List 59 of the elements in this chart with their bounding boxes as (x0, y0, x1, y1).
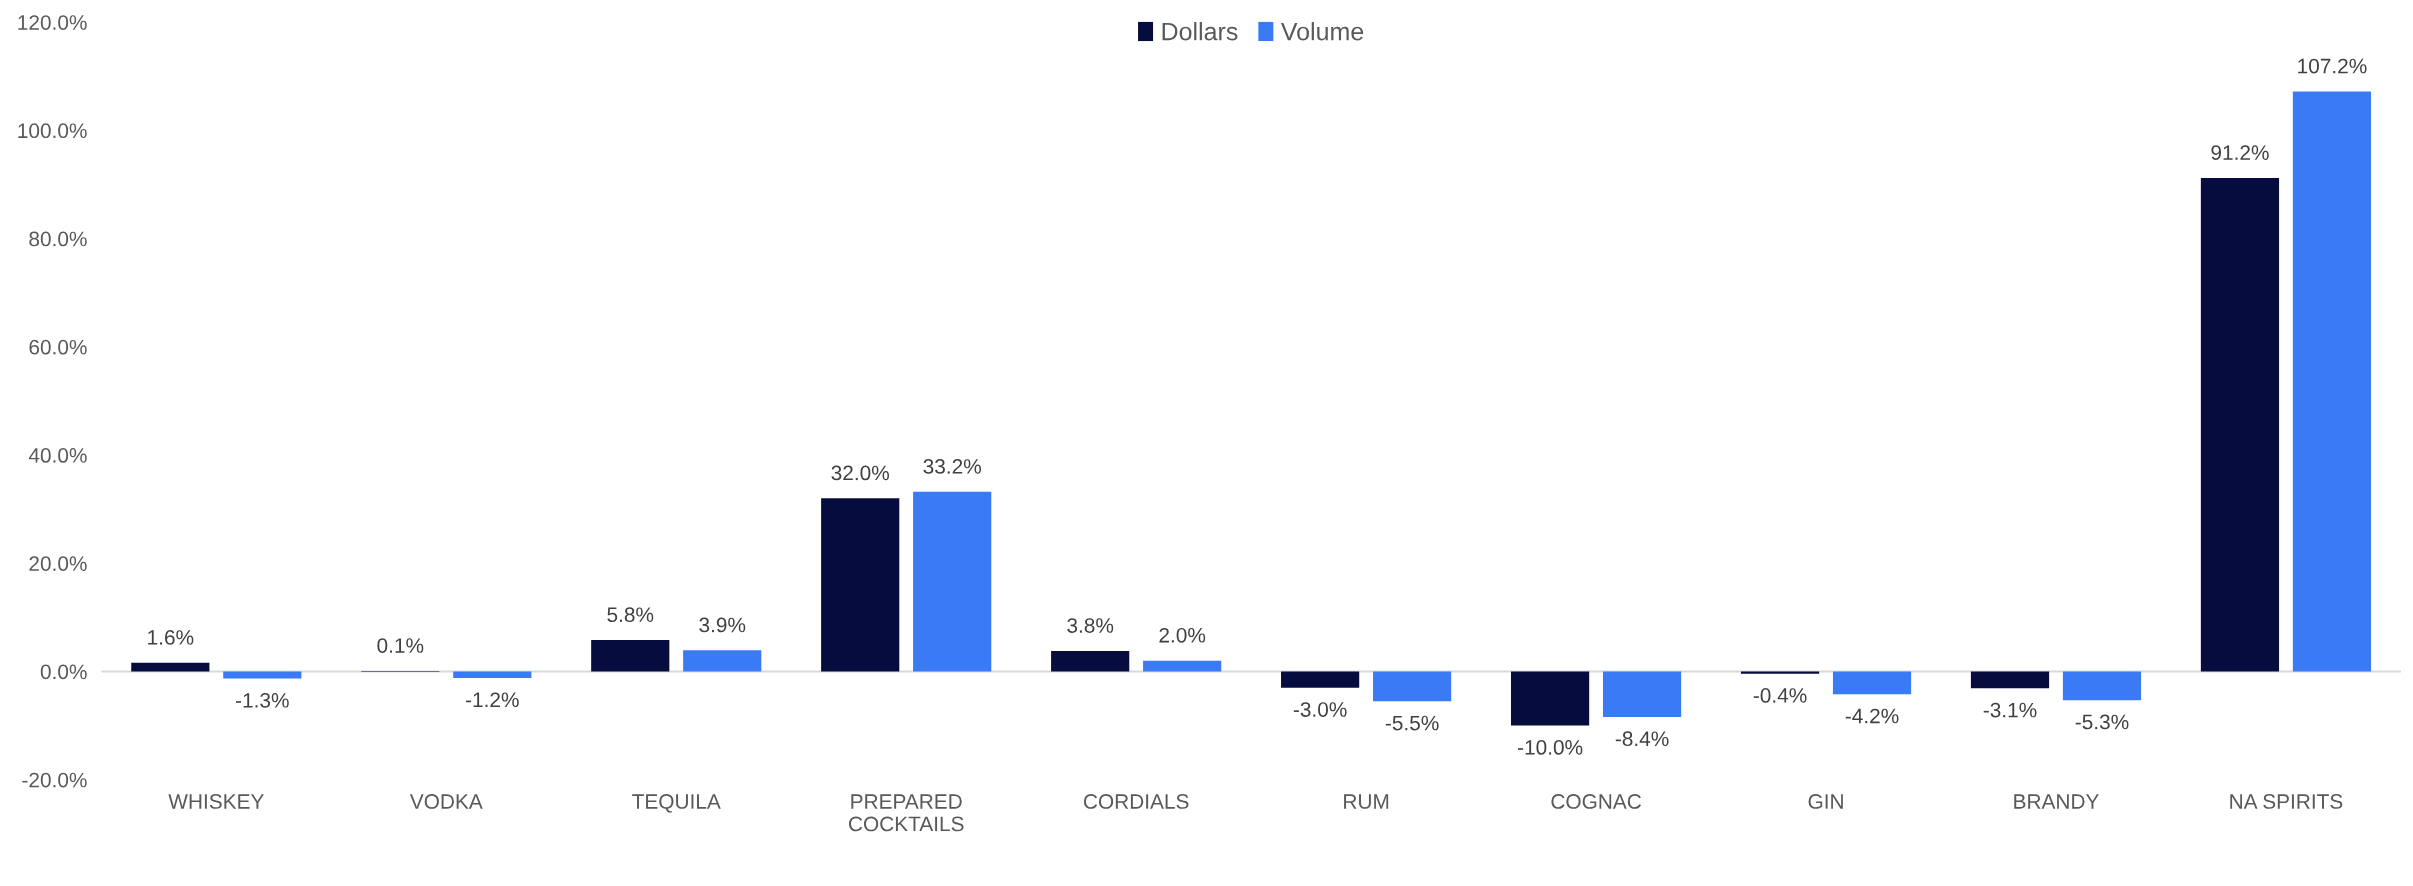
data-label: -0.4% (1753, 688, 1807, 703)
data-label: -3.0% (1293, 702, 1347, 717)
x-tick-label: GIN (1808, 794, 1843, 809)
y-tick-label: 0.0% (40, 664, 87, 680)
data-label: -1.2% (465, 692, 519, 708)
x-tick-label: COGNAC (1551, 794, 1642, 809)
bar (1510, 671, 1590, 726)
bar (2200, 177, 2280, 672)
y-tick-label: 20.0% (29, 556, 87, 571)
data-label: -1.3% (236, 692, 289, 708)
data-label: 1.6% (148, 630, 194, 645)
bar (821, 498, 900, 672)
bar (1281, 671, 1360, 688)
legend-label: Dollars (1162, 22, 1238, 41)
x-tick-label: RUM (1344, 794, 1389, 809)
bar (1832, 671, 1912, 695)
x-tick-label: WHISKEY (168, 794, 264, 809)
data-label: -8.4% (1615, 731, 1669, 747)
y-tick-label: 60.0% (29, 339, 87, 355)
data-label: 2.0% (1159, 627, 1206, 643)
data-label: -5.5% (1385, 715, 1439, 731)
bar (1373, 671, 1452, 702)
bar (2062, 671, 2142, 701)
bar (683, 650, 762, 672)
bar (131, 662, 210, 672)
bar (1602, 671, 1682, 717)
x-tick-label: CORDIALS (1083, 794, 1189, 809)
bar (591, 640, 670, 672)
data-label: -5.3% (2075, 714, 2129, 730)
data-label: -3.1% (1983, 702, 2037, 718)
bar (1970, 671, 2050, 689)
bar (223, 671, 302, 679)
y-tick-label: -20.0% (22, 772, 87, 788)
data-label: 33.2% (923, 459, 981, 474)
x-tick-label: TEQUILA (632, 794, 721, 813)
data-label: -10.0% (1518, 740, 1583, 755)
bar (1051, 650, 1130, 672)
data-label: 5.8% (607, 607, 654, 623)
x-tick-label: VODKA (409, 794, 483, 809)
data-label: 3.8% (1067, 618, 1114, 633)
bar (2292, 91, 2372, 672)
bar (453, 671, 532, 678)
data-label: -4.2% (1845, 708, 1899, 724)
bar (913, 491, 992, 672)
data-label: 3.9% (699, 617, 746, 633)
bar (1740, 671, 1820, 674)
y-tick-label: 40.0% (28, 448, 87, 463)
y-tick-label: 100.0% (18, 123, 87, 139)
data-label: 107.2% (2298, 58, 2367, 74)
x-tick-label: NA SPIRITS (2230, 794, 2343, 809)
data-label: 32.0% (831, 465, 890, 481)
x-tick-label: BRANDY (2014, 794, 2099, 809)
legend-label: Volume (1280, 22, 1364, 41)
y-tick-label: 120.0% (18, 15, 87, 30)
data-label: 91.2% (2211, 145, 2269, 160)
x-tick-label: PREPARED COCKTAILS (848, 794, 964, 832)
data-label: 0.1% (377, 638, 424, 653)
y-tick-label: 80.0% (29, 231, 87, 247)
bar (1143, 660, 1222, 672)
